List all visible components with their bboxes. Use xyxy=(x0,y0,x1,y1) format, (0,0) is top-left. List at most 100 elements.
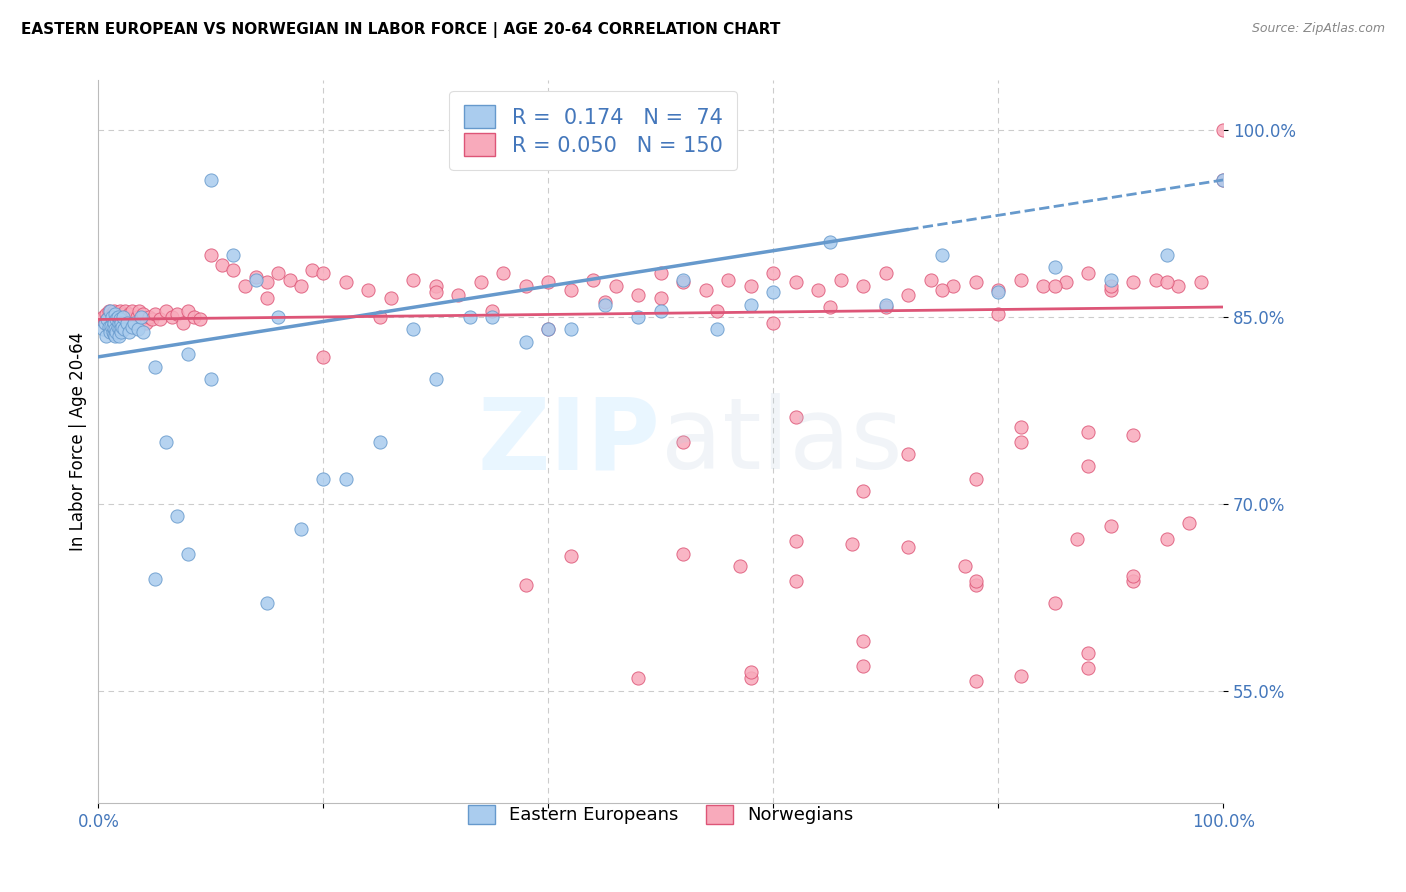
Point xyxy=(104,328,127,343)
Point xyxy=(458,310,481,324)
Point xyxy=(172,316,194,330)
Point xyxy=(108,322,131,336)
Point xyxy=(818,300,841,314)
Point xyxy=(852,633,875,648)
Point xyxy=(143,308,166,322)
Point xyxy=(368,434,391,449)
Point xyxy=(1054,275,1077,289)
Point xyxy=(200,248,222,262)
Point xyxy=(290,522,312,536)
Point xyxy=(672,275,695,289)
Point xyxy=(425,285,447,299)
Point xyxy=(121,303,143,318)
Point xyxy=(627,671,650,685)
Point xyxy=(335,275,357,289)
Point xyxy=(96,312,118,326)
Point xyxy=(1032,278,1054,293)
Point xyxy=(481,303,503,318)
Point xyxy=(695,283,717,297)
Point xyxy=(1167,278,1189,293)
Point xyxy=(593,295,616,310)
Point xyxy=(107,316,129,330)
Point xyxy=(112,308,135,322)
Point xyxy=(1066,532,1088,546)
Point xyxy=(650,266,672,280)
Point xyxy=(368,310,391,324)
Point xyxy=(101,310,124,324)
Point xyxy=(841,537,863,551)
Point xyxy=(762,266,785,280)
Point xyxy=(785,574,807,588)
Point xyxy=(290,278,312,293)
Point xyxy=(101,325,124,339)
Point xyxy=(1099,278,1122,293)
Point xyxy=(94,316,117,330)
Point xyxy=(1099,272,1122,286)
Point xyxy=(402,272,425,286)
Point xyxy=(987,308,1010,322)
Point xyxy=(965,673,987,688)
Point xyxy=(481,310,503,324)
Point xyxy=(897,447,920,461)
Point xyxy=(987,285,1010,299)
Point xyxy=(256,291,278,305)
Point xyxy=(135,316,157,330)
Point xyxy=(160,310,183,324)
Point xyxy=(897,541,920,555)
Point xyxy=(728,559,751,574)
Point xyxy=(1099,519,1122,533)
Point xyxy=(103,316,125,330)
Point xyxy=(650,303,672,318)
Point xyxy=(1122,569,1144,583)
Point xyxy=(1077,266,1099,280)
Point xyxy=(107,312,129,326)
Point xyxy=(1077,425,1099,439)
Point xyxy=(447,287,470,301)
Point xyxy=(717,272,740,286)
Point xyxy=(166,308,188,322)
Point xyxy=(211,258,233,272)
Point xyxy=(141,312,163,326)
Point xyxy=(96,328,118,343)
Point xyxy=(1212,173,1234,187)
Point xyxy=(740,278,762,293)
Point xyxy=(1122,428,1144,442)
Point xyxy=(1043,260,1066,274)
Point xyxy=(278,272,301,286)
Y-axis label: In Labor Force | Age 20-64: In Labor Force | Age 20-64 xyxy=(69,332,87,551)
Point xyxy=(560,283,582,297)
Point xyxy=(104,308,127,322)
Point xyxy=(785,409,807,424)
Point xyxy=(98,310,121,324)
Point xyxy=(222,248,245,262)
Point xyxy=(155,434,177,449)
Point xyxy=(897,287,920,301)
Point xyxy=(1156,275,1178,289)
Point xyxy=(1212,123,1234,137)
Point xyxy=(100,316,122,330)
Point xyxy=(115,316,138,330)
Text: atlas: atlas xyxy=(661,393,903,490)
Point xyxy=(818,235,841,250)
Point xyxy=(143,359,166,374)
Text: Source: ZipAtlas.com: Source: ZipAtlas.com xyxy=(1251,22,1385,36)
Point xyxy=(166,509,188,524)
Point xyxy=(101,320,124,334)
Point xyxy=(183,310,205,324)
Point xyxy=(125,310,148,324)
Point xyxy=(1077,646,1099,660)
Point xyxy=(97,320,120,334)
Point xyxy=(110,310,132,324)
Point xyxy=(1010,669,1032,683)
Point xyxy=(124,316,146,330)
Point xyxy=(380,291,402,305)
Point xyxy=(107,308,129,322)
Point xyxy=(177,547,200,561)
Point xyxy=(129,312,152,326)
Point xyxy=(515,278,537,293)
Point xyxy=(98,303,121,318)
Point xyxy=(852,484,875,499)
Point xyxy=(132,308,155,322)
Point xyxy=(762,316,785,330)
Point xyxy=(807,283,830,297)
